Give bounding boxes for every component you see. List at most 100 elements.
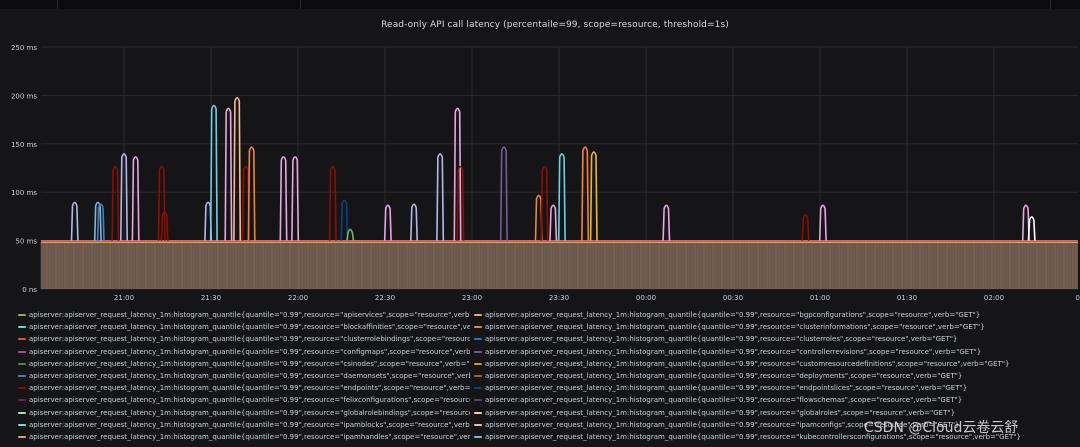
legend-item[interactable]: apiserver:apiserver_request_latency_1m:h…	[18, 333, 470, 345]
legend-label: apiserver:apiserver_request_latency_1m:h…	[29, 372, 470, 380]
toolbar-divider	[57, 0, 58, 9]
legend-color-swatch	[18, 423, 26, 426]
series-spike	[540, 165, 549, 241]
series-spike	[456, 165, 465, 241]
legend-item[interactable]: apiserver:apiserver_request_latency_1m:h…	[18, 407, 470, 419]
toolbar-divider	[300, 0, 301, 9]
series-spike	[247, 146, 256, 241]
legend-item[interactable]: apiserver:apiserver_request_latency_1m:h…	[18, 346, 470, 358]
legend-item[interactable]: apiserver:apiserver_request_latency_1m:h…	[474, 333, 1074, 345]
x-tick-label: 22:00	[288, 294, 308, 302]
legend-label: apiserver:apiserver_request_latency_1m:h…	[29, 396, 470, 405]
legend-color-swatch	[474, 350, 482, 353]
series-spike	[549, 204, 558, 241]
series-spike	[111, 165, 120, 241]
y-tick-label: 200 ms	[11, 92, 37, 100]
legend-color-swatch	[18, 314, 26, 316]
legend-color-swatch	[474, 375, 482, 377]
legend-label: apiserver:apiserver_request_latency_1m:h…	[485, 347, 982, 356]
legend-item[interactable]: apiserver:apiserver_request_latency_1m:h…	[474, 321, 1074, 333]
x-tick-label: 02:	[1075, 294, 1080, 302]
latency-chart[interactable]: 250 ms 200 ms 150 ms 100 ms 50 ms 0 ns 21:00 21…	[0, 0, 1080, 305]
legend-label: apiserver:apiserver_request_latency_1m:h…	[29, 420, 470, 429]
legend-item[interactable]: apiserver:apiserver_request_latency_1m:h…	[474, 394, 1074, 406]
series-spike	[346, 228, 355, 241]
legend-label: apiserver:apiserver_request_latency_1m:h…	[485, 323, 985, 332]
legend-item[interactable]: apiserver:apiserver_request_latency_1m:h…	[474, 358, 1074, 370]
series-spike	[224, 107, 233, 241]
legend-color-swatch	[18, 387, 26, 390]
series-spike	[436, 153, 445, 241]
legend-label: apiserver:apiserver_request_latency_1m:h…	[485, 384, 968, 393]
legend-item[interactable]: apiserver:apiserver_request_latency_1m:h…	[474, 431, 1074, 443]
series-spike	[131, 156, 140, 241]
y-tick-label: 50 ms	[15, 238, 37, 246]
legend-color-swatch	[474, 387, 482, 390]
x-tick-label: 21:30	[201, 294, 221, 302]
legend-item[interactable]: apiserver:apiserver_request_latency_1m:h…	[474, 407, 1074, 419]
series-spike	[453, 107, 462, 241]
series-spike	[534, 194, 543, 241]
x-tick-label: 21:00	[114, 294, 134, 302]
legend-item[interactable]: apiserver:apiserver_request_latency_1m:h…	[18, 358, 470, 370]
legend-item[interactable]: apiserver:apiserver_request_latency_1m:h…	[18, 419, 470, 431]
legend-color-swatch	[18, 362, 26, 365]
legend-color-swatch	[474, 326, 482, 329]
legend-item[interactable]: apiserver:apiserver_request_latency_1m:h…	[474, 419, 1074, 431]
legend-item[interactable]: apiserver:apiserver_request_latency_1m:h…	[474, 346, 1074, 358]
legend-item[interactable]: apiserver:apiserver_request_latency_1m:h…	[474, 309, 1074, 321]
y-tick-label: 250 ms	[11, 44, 37, 52]
legend-color-swatch	[18, 375, 26, 377]
top-toolbar	[0, 0, 1080, 9]
series-spike	[383, 204, 392, 241]
legend-item[interactable]: apiserver:apiserver_request_latency_1m:h…	[18, 309, 470, 321]
series-spike	[801, 214, 810, 241]
series-spike	[557, 153, 566, 241]
legend-item[interactable]: apiserver:apiserver_request_latency_1m:h…	[18, 321, 470, 333]
legend-label: apiserver:apiserver_request_latency_1m:h…	[485, 433, 1021, 441]
x-tick-label: 01:30	[897, 294, 917, 302]
legend-label: apiserver:apiserver_request_latency_1m:h…	[485, 359, 1010, 368]
legend-color-swatch	[474, 338, 482, 341]
legend-label: apiserver:apiserver_request_latency_1m:h…	[485, 396, 963, 405]
series-spike	[120, 153, 128, 241]
y-tick-label: 0 ns	[22, 286, 37, 294]
legend-item[interactable]: apiserver:apiserver_request_latency_1m:h…	[18, 370, 470, 382]
legend-item[interactable]: apiserver:apiserver_request_latency_1m:h…	[18, 382, 470, 394]
legend-color-swatch	[474, 314, 482, 316]
legend-item[interactable]: apiserver:apiserver_request_latency_1m:h…	[18, 394, 470, 406]
legend-item[interactable]: apiserver:apiserver_request_latency_1m:h…	[474, 370, 1074, 382]
legend-label: apiserver:apiserver_request_latency_1m:h…	[485, 335, 958, 344]
legend-label: apiserver:apiserver_request_latency_1m:h…	[485, 408, 956, 417]
series-spike	[1027, 216, 1036, 241]
series-spike	[662, 204, 671, 241]
legend-label: apiserver:apiserver_request_latency_1m:h…	[29, 323, 470, 332]
legend-label: apiserver:apiserver_request_latency_1m:h…	[485, 311, 981, 319]
legend-color-swatch	[18, 436, 26, 438]
csdn-watermark: CSDN @Cloud云卷云舒	[864, 420, 1019, 436]
y-tick-label: 100 ms	[11, 189, 37, 197]
legend-item[interactable]: apiserver:apiserver_request_latency_1m:h…	[474, 382, 1074, 394]
series-spike	[340, 199, 349, 241]
series-spike	[291, 156, 300, 241]
legend-color-swatch	[474, 362, 482, 365]
legend-label: apiserver:apiserver_request_latency_1m:h…	[29, 384, 470, 393]
series-spike	[160, 211, 169, 241]
x-tick-label: 00:30	[723, 294, 743, 302]
panel-title[interactable]: Read-only API call latency (percentaile=…	[381, 20, 729, 30]
legend-item[interactable]: apiserver:apiserver_request_latency_1m:h…	[18, 431, 470, 443]
x-tick-label: 23:00	[462, 294, 482, 302]
legend-color-swatch	[18, 350, 26, 353]
x-tick-label: 23:30	[549, 294, 569, 302]
legend-color-swatch	[474, 436, 482, 438]
legend-color-swatch	[474, 423, 482, 426]
legend-label: apiserver:apiserver_request_latency_1m:h…	[29, 359, 470, 368]
series-spike	[157, 165, 166, 241]
legend-label: apiserver:apiserver_request_latency_1m:h…	[29, 311, 470, 319]
legend-color-swatch	[18, 411, 26, 414]
legend-label: apiserver:apiserver_request_latency_1m:h…	[29, 408, 470, 417]
series-spike	[209, 104, 218, 241]
legend-label: apiserver:apiserver_request_latency_1m:h…	[29, 335, 470, 344]
legend-label: apiserver:apiserver_request_latency_1m:h…	[29, 433, 470, 441]
x-tick-label: 22:30	[375, 294, 395, 302]
